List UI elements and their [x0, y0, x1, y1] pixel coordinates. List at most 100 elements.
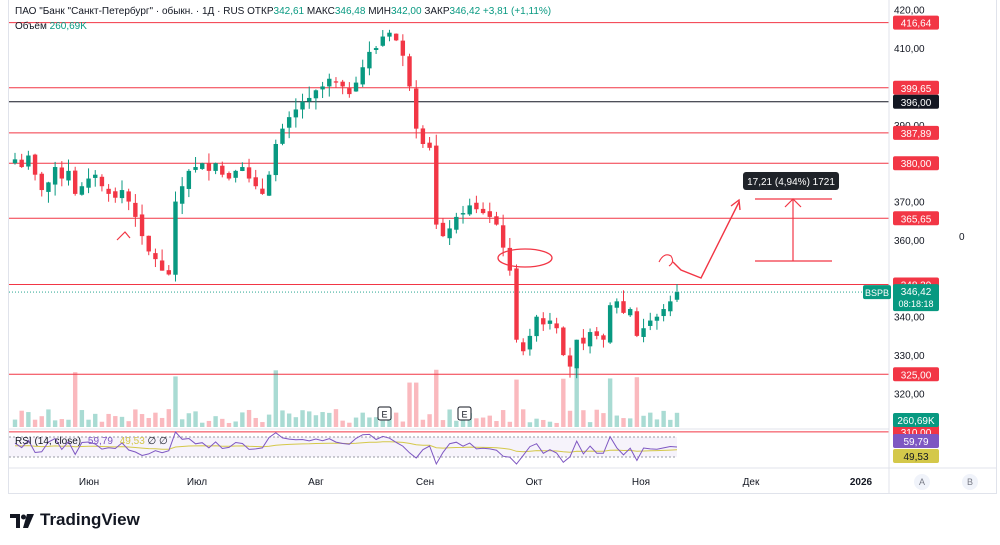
candle-body[interactable] — [327, 78, 332, 87]
candle-body[interactable] — [133, 202, 138, 217]
rsi-line[interactable] — [14, 431, 678, 466]
candle-body[interactable] — [186, 170, 192, 189]
volume-bar[interactable] — [260, 422, 265, 427]
candle-body[interactable] — [654, 316, 660, 321]
candle-body[interactable] — [480, 208, 486, 214]
volume-bar[interactable] — [12, 419, 18, 427]
candle-body[interactable] — [240, 167, 245, 171]
volume-bar[interactable] — [494, 421, 499, 427]
volume-bar[interactable] — [159, 417, 165, 427]
volume-bar[interactable] — [166, 409, 171, 427]
candle-body[interactable] — [173, 201, 178, 275]
volume-bar[interactable] — [574, 369, 579, 427]
candle-body[interactable] — [514, 268, 519, 340]
volume-bar[interactable] — [213, 416, 218, 427]
rsi-badge[interactable] — [893, 434, 939, 448]
candle-body[interactable] — [460, 213, 466, 215]
candle-body[interactable] — [607, 305, 613, 343]
measure-arrowhead[interactable] — [784, 198, 802, 208]
candle-body[interactable] — [581, 337, 586, 344]
volume-bar[interactable] — [327, 412, 332, 427]
candle-body[interactable] — [146, 235, 151, 252]
candle-body[interactable] — [99, 176, 105, 187]
candle-body[interactable] — [367, 51, 372, 69]
candle-body[interactable] — [333, 81, 339, 83]
volume-bar[interactable] — [307, 411, 312, 427]
scale-b-button[interactable]: B — [962, 474, 978, 490]
candle-body[interactable] — [627, 309, 633, 316]
candle-body[interactable] — [200, 163, 205, 169]
volume-bar[interactable] — [534, 418, 539, 427]
candle-body[interactable] — [661, 309, 666, 317]
volume-bar[interactable] — [641, 415, 646, 427]
volume-badge[interactable] — [893, 413, 939, 427]
volume-bar[interactable] — [434, 369, 439, 427]
candle-body[interactable] — [534, 316, 539, 337]
candle-body[interactable] — [454, 216, 459, 230]
candle-body[interactable] — [139, 214, 145, 237]
candle-body[interactable] — [286, 117, 292, 128]
volume-bar[interactable] — [594, 409, 599, 427]
volume-bar[interactable] — [246, 409, 252, 427]
chart-frame[interactable]: 17,21 (4,94%) 1721 E E 420,00410,00390,0… — [8, 0, 997, 494]
level-badge[interactable] — [893, 211, 939, 226]
volume-bar[interactable] — [139, 414, 145, 427]
volume-bar[interactable] — [206, 420, 212, 427]
volume-bar[interactable] — [32, 419, 38, 427]
candle-body[interactable] — [641, 328, 646, 337]
volume-bar[interactable] — [447, 409, 452, 427]
volume-bar[interactable] — [286, 413, 292, 427]
volume-bar[interactable] — [19, 410, 24, 427]
measure-label-box[interactable] — [743, 172, 839, 190]
volume-bar[interactable] — [541, 419, 546, 427]
volume-bar[interactable] — [414, 382, 419, 427]
candle-body[interactable] — [86, 178, 91, 188]
volume-bar[interactable] — [521, 409, 526, 427]
volume-bar[interactable] — [119, 416, 125, 427]
candle-body[interactable] — [119, 190, 125, 199]
candle-body[interactable] — [393, 33, 399, 41]
volume-bar[interactable] — [601, 413, 606, 427]
auto-scale-button[interactable]: A — [914, 474, 930, 490]
candle-body[interactable] — [674, 292, 680, 300]
candle-body[interactable] — [206, 162, 212, 171]
volume-bar[interactable] — [273, 370, 278, 427]
volume-bar[interactable] — [300, 410, 305, 427]
candle-body[interactable] — [668, 301, 673, 312]
volume-bar[interactable] — [373, 417, 379, 427]
volume-bar[interactable] — [581, 410, 586, 427]
candle-body[interactable] — [260, 188, 265, 194]
candle-body[interactable] — [347, 88, 352, 95]
rsi-badge[interactable] — [893, 449, 939, 463]
volume-bar[interactable] — [113, 416, 118, 427]
volume-bar[interactable] — [253, 417, 258, 427]
volume-bar[interactable] — [454, 420, 459, 427]
rsi-legend[interactable]: RSI (14, close) 59,79 49,53 ∅ ∅ — [15, 436, 168, 447]
volume-bar[interactable] — [587, 422, 593, 427]
candle-body[interactable] — [233, 170, 238, 178]
volume-bar[interactable] — [99, 421, 105, 427]
volume-bar[interactable] — [480, 417, 486, 427]
volume-bar[interactable] — [320, 412, 325, 427]
candle-body[interactable] — [166, 270, 171, 275]
candle-body[interactable] — [106, 188, 111, 194]
volume-bar[interactable] — [547, 421, 553, 427]
level-badge[interactable] — [893, 15, 939, 30]
candle-body[interactable] — [253, 177, 258, 187]
candle-body[interactable] — [293, 109, 299, 118]
candle-body[interactable] — [266, 174, 272, 196]
volume-bar[interactable] — [400, 421, 406, 427]
candle-body[interactable] — [634, 311, 640, 336]
volume-bar[interactable] — [233, 421, 238, 427]
candle-body[interactable] — [226, 173, 232, 179]
candle-body[interactable] — [72, 170, 78, 194]
volume-bar[interactable] — [333, 409, 339, 427]
ticker-badge[interactable] — [863, 285, 891, 300]
volume-bar[interactable] — [39, 416, 44, 427]
candle-body[interactable] — [434, 145, 439, 225]
candle-body[interactable] — [594, 331, 599, 336]
volume-bar[interactable] — [561, 378, 566, 427]
volume-bar[interactable] — [487, 415, 492, 427]
candle-body[interactable] — [126, 191, 131, 202]
volume-bar[interactable] — [567, 410, 573, 427]
